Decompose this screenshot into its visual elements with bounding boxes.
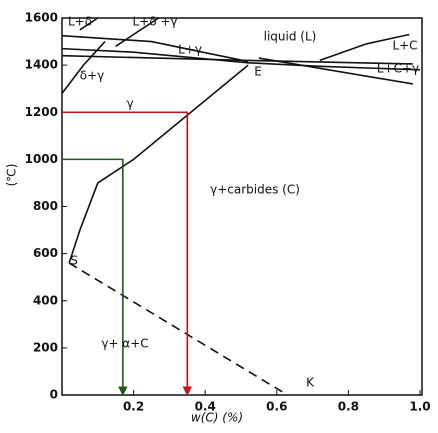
region-label: S bbox=[70, 254, 78, 268]
region-label: liquid (L) bbox=[264, 30, 317, 44]
phase-line bbox=[61, 41, 106, 94]
y-tick-label: 1200 bbox=[25, 105, 58, 119]
region-label: γ bbox=[126, 97, 133, 111]
phase-line bbox=[61, 34, 249, 63]
phase-line bbox=[62, 111, 193, 396]
region-label: L+δ bbox=[68, 15, 92, 29]
phase-line bbox=[79, 17, 99, 31]
y-tick-label: 1400 bbox=[25, 58, 58, 72]
region-label: L+δ +γ bbox=[132, 15, 177, 29]
x-tick-label: 0.2 bbox=[123, 400, 144, 414]
y-tick-label: 0 bbox=[50, 388, 58, 402]
region-label: L+C bbox=[392, 39, 417, 53]
phase-line bbox=[61, 54, 413, 65]
region-label: E bbox=[254, 65, 262, 79]
y-tick-label: 400 bbox=[33, 293, 58, 307]
y-tick-label: 800 bbox=[33, 199, 58, 213]
region-label: L+C+γ bbox=[377, 62, 419, 76]
y-tick-label: 1600 bbox=[25, 11, 58, 25]
x-axis-label: w(C) (%) bbox=[191, 411, 243, 425]
y-tick-label: 200 bbox=[33, 340, 58, 354]
y-tick-label: 1000 bbox=[25, 152, 58, 166]
x-tick-label: 1.0 bbox=[409, 400, 430, 414]
region-label: K bbox=[306, 376, 315, 390]
phase-line bbox=[62, 158, 128, 396]
x-tick-label: 0.6 bbox=[266, 400, 287, 414]
y-tick-label: 600 bbox=[33, 246, 58, 260]
phase-line bbox=[68, 64, 249, 264]
phase-line bbox=[115, 17, 160, 47]
phase-line bbox=[68, 262, 288, 396]
x-tick-label: 0.8 bbox=[338, 400, 359, 414]
region-label: δ+γ bbox=[80, 69, 105, 83]
phase-line bbox=[61, 47, 421, 71]
y-axis-label: (℃) bbox=[5, 164, 19, 187]
x-tick-label: 0.4 bbox=[195, 400, 216, 414]
region-label: γ+carbides (C) bbox=[210, 183, 300, 197]
region-label: γ+ α+C bbox=[101, 337, 148, 351]
phase-line bbox=[258, 57, 413, 85]
region-label: L+γ bbox=[178, 43, 202, 57]
phase-line bbox=[319, 33, 410, 62]
